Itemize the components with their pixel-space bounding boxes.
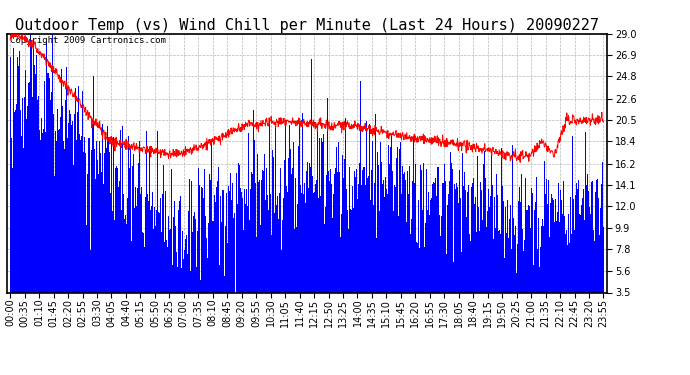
Text: Copyright 2009 Cartronics.com: Copyright 2009 Cartronics.com [10, 36, 166, 45]
Title: Outdoor Temp (vs) Wind Chill per Minute (Last 24 Hours) 20090227: Outdoor Temp (vs) Wind Chill per Minute … [15, 18, 599, 33]
